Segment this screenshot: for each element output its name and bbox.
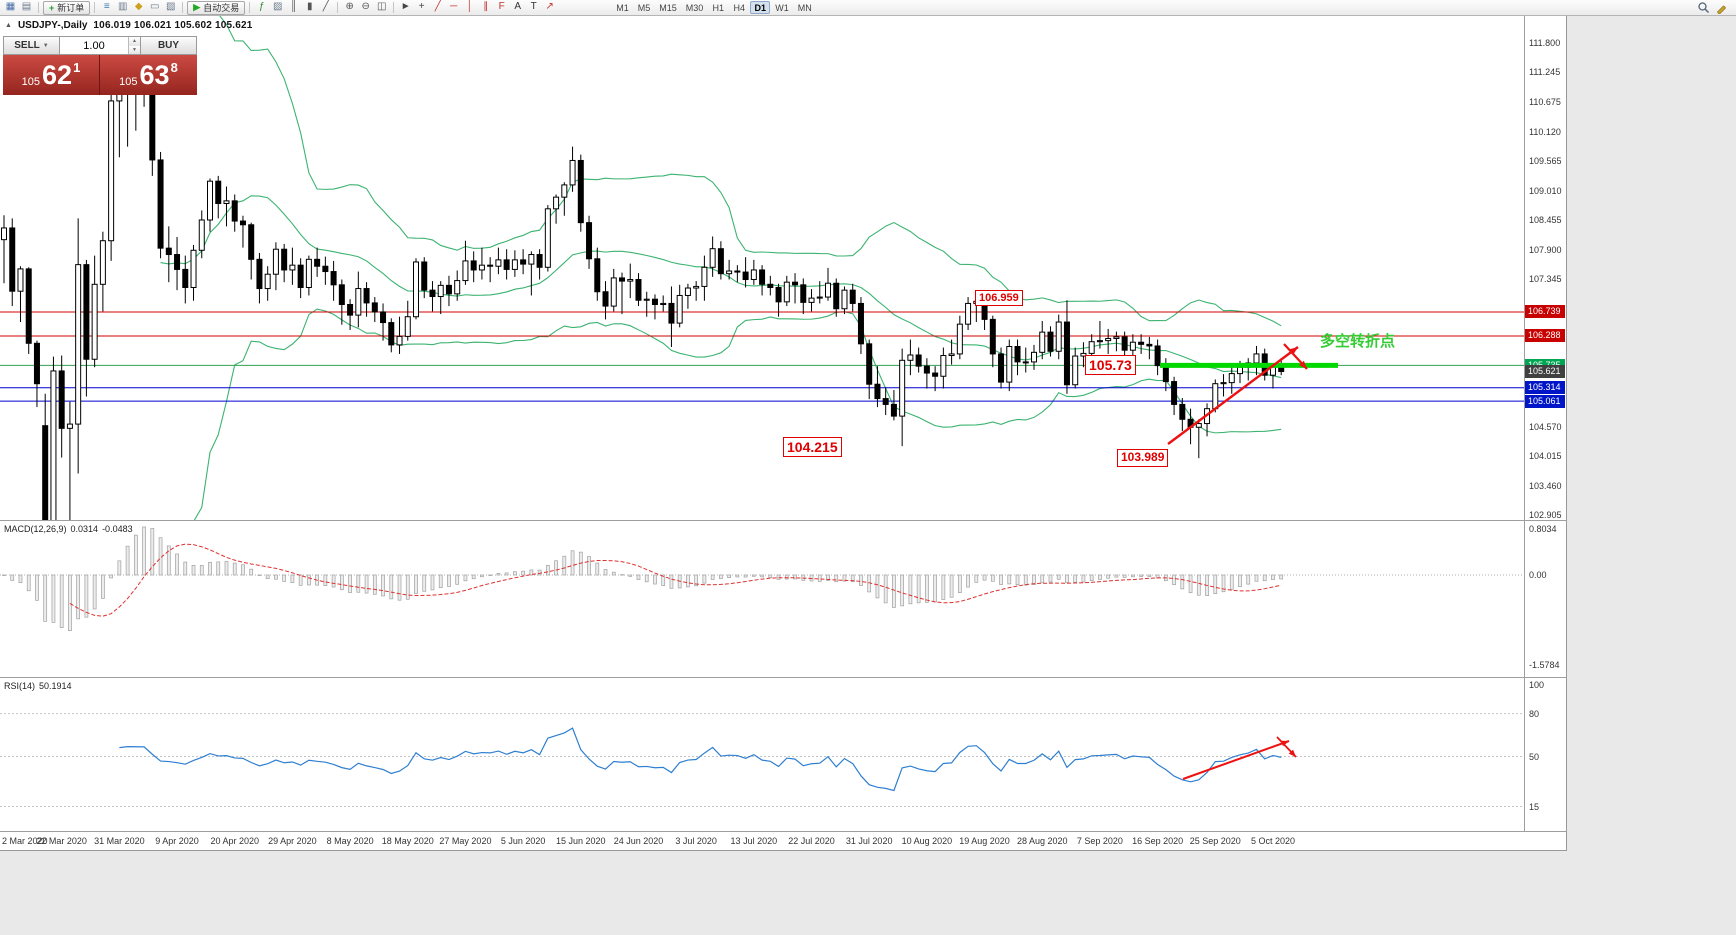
toolbar-separator <box>182 2 184 13</box>
buy-price-box[interactable]: 105 63 8 <box>100 55 197 95</box>
navigator-icon[interactable]: ◆ <box>134 1 143 12</box>
buy-price-pips: 63 <box>139 60 170 90</box>
auto-trading-button-label: 自动交易 <box>203 3 240 13</box>
timeframe-m5[interactable]: M5 <box>637 3 651 13</box>
data-window-icon[interactable]: ▥ <box>118 1 128 12</box>
buy-price-main: 105 <box>119 76 138 88</box>
timeframe-h1[interactable]: H1 <box>712 3 725 13</box>
timeframe-w1[interactable]: W1 <box>775 3 789 13</box>
sell-button-label: SELL <box>14 40 40 51</box>
toolbar-separator <box>337 2 339 13</box>
profiles-icon[interactable]: ▤ <box>21 1 32 12</box>
timeframe-m15[interactable]: M15 <box>659 3 677 13</box>
sell-price-box[interactable]: 105 62 1 <box>3 55 100 95</box>
strategy-tester-icon[interactable]: ▧ <box>166 1 176 12</box>
volume-control: ▲ ▼ <box>60 36 140 55</box>
indicators-icon[interactable]: ƒ <box>258 1 265 12</box>
auto-trading-button-icon: ▶ <box>193 2 201 12</box>
price-axis-divider <box>1524 16 1525 831</box>
timeframe-toolbar: M1 M5 M15 M30 H1 H4 D1 W1 MN <box>612 1 816 14</box>
templates-icon[interactable]: ▨ <box>272 1 283 12</box>
zoom-in-icon[interactable]: ⊕ <box>345 1 354 12</box>
volume-spinner: ▲ ▼ <box>128 37 140 54</box>
channel-icon[interactable]: ∥ <box>483 1 489 12</box>
toolbar-separator <box>38 2 39 13</box>
timeframe-h4[interactable]: H4 <box>733 3 746 13</box>
price-axis[interactable] <box>1525 16 1566 831</box>
volume-down-icon[interactable]: ▼ <box>129 45 140 54</box>
top-toolbar: ▦ ▤ + 新订单 ≡ ▥ ◆ ▭ ▧ ▶ 自动交易 ƒ ▨ ║ ▮ ╱ ⊕ ⊖ ◫ ► + ╱ ─ │ ∥ F A T ↗ M1 M5 M1… <box>0 0 1736 16</box>
timeframe-m30[interactable]: M30 <box>685 3 704 13</box>
trendline-icon[interactable]: ╱ <box>434 1 441 12</box>
new-order-button[interactable]: + 新订单 <box>43 0 91 15</box>
edit-icon[interactable] <box>1714 1 1729 15</box>
crosshair-icon[interactable]: + <box>418 1 425 12</box>
zoom-out-icon[interactable]: ⊖ <box>361 1 370 12</box>
timeframe-mn[interactable]: MN <box>797 3 812 13</box>
bar-chart-icon[interactable]: ║ <box>290 1 298 12</box>
macd-panel-divider[interactable] <box>0 520 1567 521</box>
sell-price-pips: 62 <box>42 60 73 90</box>
buy-price-point: 8 <box>170 60 178 75</box>
rsi-panel-divider[interactable] <box>0 677 1567 678</box>
auto-trading-button[interactable]: ▶ 自动交易 <box>187 0 246 15</box>
volume-up-icon[interactable]: ▲ <box>129 37 140 46</box>
vertical-line-icon[interactable]: │ <box>466 1 473 12</box>
new-chart-icon[interactable]: ▦ <box>5 1 16 12</box>
terminal-icon[interactable]: ▭ <box>150 1 160 12</box>
horizontal-line-icon[interactable]: ─ <box>450 1 458 12</box>
timeframe-d1[interactable]: D1 <box>750 1 771 14</box>
tile-windows-icon[interactable]: ◫ <box>376 1 387 12</box>
cursor-icon[interactable]: ► <box>400 1 411 12</box>
time-axis-divider <box>0 831 1567 832</box>
candlestick-chart-icon[interactable]: ▮ <box>306 1 313 12</box>
toolbar-separator <box>393 2 395 13</box>
sell-button[interactable]: SELL ▼ <box>3 36 60 55</box>
fibonacci-icon[interactable]: F <box>498 1 505 12</box>
sell-price-main: 105 <box>21 76 41 88</box>
toolbar-separator <box>94 2 96 13</box>
text-icon[interactable]: A <box>514 1 522 12</box>
buy-button[interactable]: BUY <box>140 36 197 55</box>
market-watch-icon[interactable]: ≡ <box>103 1 110 12</box>
new-order-button-label: 新订单 <box>57 3 85 13</box>
toolbar-right-icons <box>1696 1 1729 15</box>
line-chart-icon[interactable]: ╱ <box>322 1 329 12</box>
chart-window[interactable] <box>0 16 1567 851</box>
toolbar-separator <box>249 2 251 13</box>
new-order-button-icon: + <box>49 2 55 13</box>
sell-caret-icon: ▼ <box>42 42 49 49</box>
label-icon[interactable]: T <box>530 1 537 12</box>
volume-input[interactable] <box>60 37 128 54</box>
search-icon[interactable] <box>1696 1 1711 14</box>
buy-button-label: BUY <box>157 40 180 51</box>
timeframe-m1[interactable]: M1 <box>616 3 629 13</box>
arrows-icon[interactable]: ↗ <box>545 1 554 12</box>
sell-price-point: 1 <box>73 60 81 75</box>
